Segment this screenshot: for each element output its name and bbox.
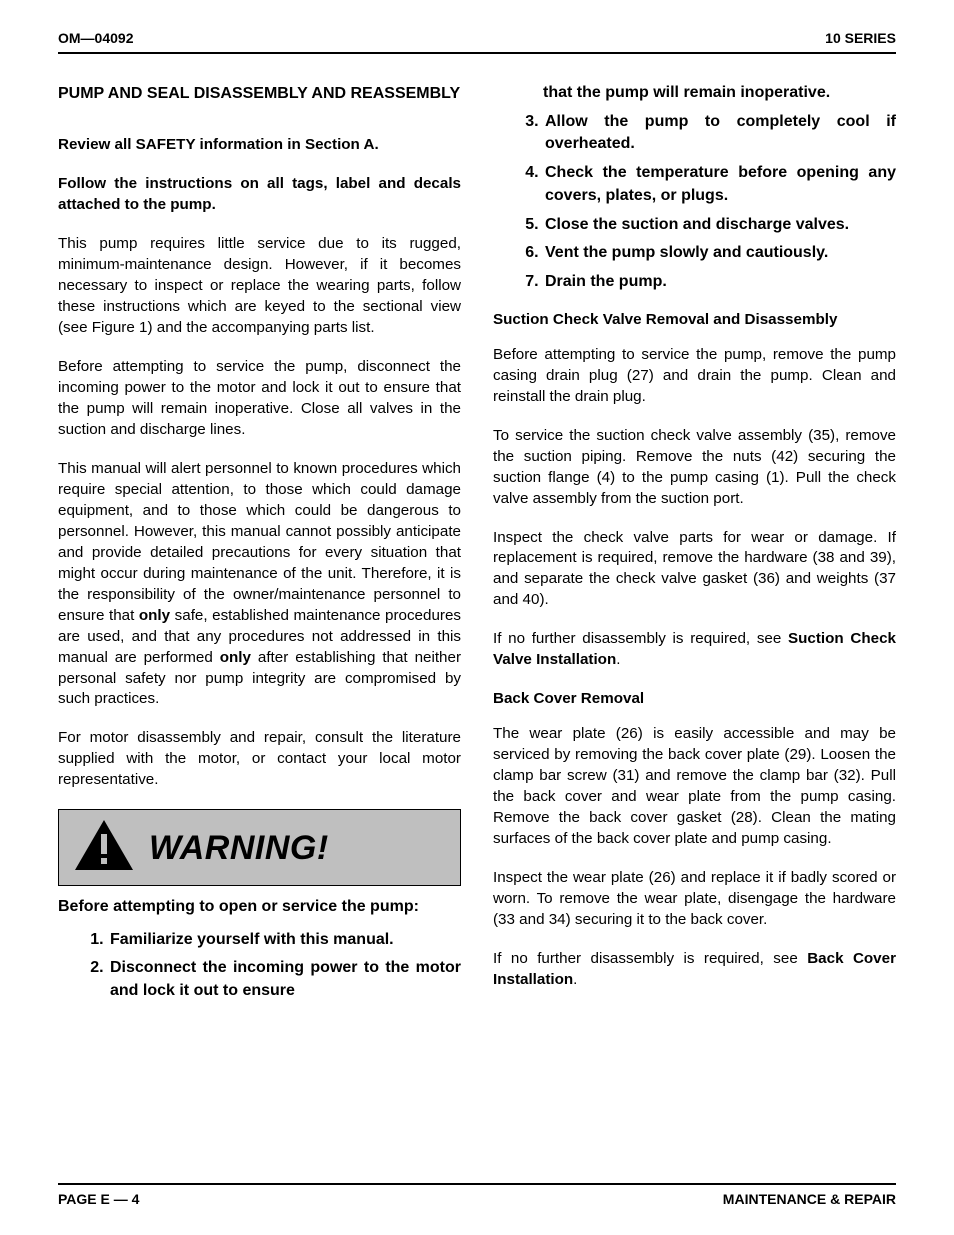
para-motor: For motor disassembly and repair, consul…	[58, 728, 461, 791]
warn-item-1: Familiarize yourself with this manual.	[108, 929, 461, 952]
only-2: only	[220, 649, 251, 666]
warn-item-3: Allow the pump to completely cool if ove…	[543, 111, 896, 156]
para-r4: If no further disassembly is required, s…	[493, 629, 896, 671]
warning-label: WARNING!	[149, 825, 329, 872]
warning-triangle-icon	[73, 818, 135, 879]
para-r3: Inspect the check valve parts for wear o…	[493, 528, 896, 612]
section-title: PUMP AND SEAL DISASSEMBLY AND REASSEMBLY	[58, 82, 461, 105]
para-r5: The wear plate (26) is easily accessible…	[493, 724, 896, 850]
warning-list-left: Familiarize yourself with this manual. D…	[58, 929, 461, 1003]
warn-item-7: Drain the pump.	[543, 271, 896, 294]
left-column: PUMP AND SEAL DISASSEMBLY AND REASSEMBLY…	[58, 82, 461, 1174]
para-alert: This manual will alert personnel to know…	[58, 459, 461, 711]
right-column: that the pump will remain inoperative. A…	[493, 82, 896, 1174]
subhead-backcover: Back Cover Removal	[493, 689, 896, 710]
para-r6: Inspect the wear plate (26) and replace …	[493, 868, 896, 931]
doc-id: OM—04092	[58, 30, 133, 46]
para-alert-a: This manual will alert personnel to know…	[58, 460, 461, 624]
content-columns: PUMP AND SEAL DISASSEMBLY AND REASSEMBLY…	[58, 82, 896, 1174]
warning-box: WARNING!	[58, 809, 461, 886]
footer-section: MAINTENANCE & REPAIR	[723, 1191, 896, 1207]
warn-item-6: Vent the pump slowly and cautiously.	[543, 242, 896, 265]
only-1: only	[139, 607, 170, 624]
subhead-suction: Suction Check Valve Removal and Disassem…	[493, 310, 896, 331]
para-r1: Before attempting to service the pump, r…	[493, 345, 896, 408]
warn-item-4: Check the temperature before opening any…	[543, 162, 896, 207]
r4c: .	[616, 651, 620, 668]
para-r2: To service the suction check valve assem…	[493, 426, 896, 510]
footer-page: PAGE E — 4	[58, 1191, 139, 1207]
warn-item-5: Close the suction and discharge valves.	[543, 214, 896, 237]
warn-item-2: Disconnect the incoming power to the mot…	[108, 957, 461, 1002]
warning-intro: Before attempting to open or service the…	[58, 896, 461, 918]
footer-bar: PAGE E — 4 MAINTENANCE & REPAIR	[58, 1183, 896, 1207]
r7a: If no further disassembly is required, s…	[493, 950, 807, 967]
header-bar: OM—04092 10 SERIES	[58, 30, 896, 54]
para-service: This pump requires little service due to…	[58, 234, 461, 339]
para-disconnect: Before attempting to service the pump, d…	[58, 357, 461, 441]
warn-item-2-cont: that the pump will remain inoperative.	[493, 82, 896, 105]
review-safety: Review all SAFETY information in Section…	[58, 135, 461, 156]
follow-instructions: Follow the instructions on all tags, lab…	[58, 174, 461, 216]
r4a: If no further disassembly is required, s…	[493, 630, 788, 647]
warning-list-right: Allow the pump to completely cool if ove…	[493, 111, 896, 294]
doc-series: 10 SERIES	[825, 30, 896, 46]
para-r7: If no further disassembly is required, s…	[493, 949, 896, 991]
r7c: .	[573, 971, 577, 988]
